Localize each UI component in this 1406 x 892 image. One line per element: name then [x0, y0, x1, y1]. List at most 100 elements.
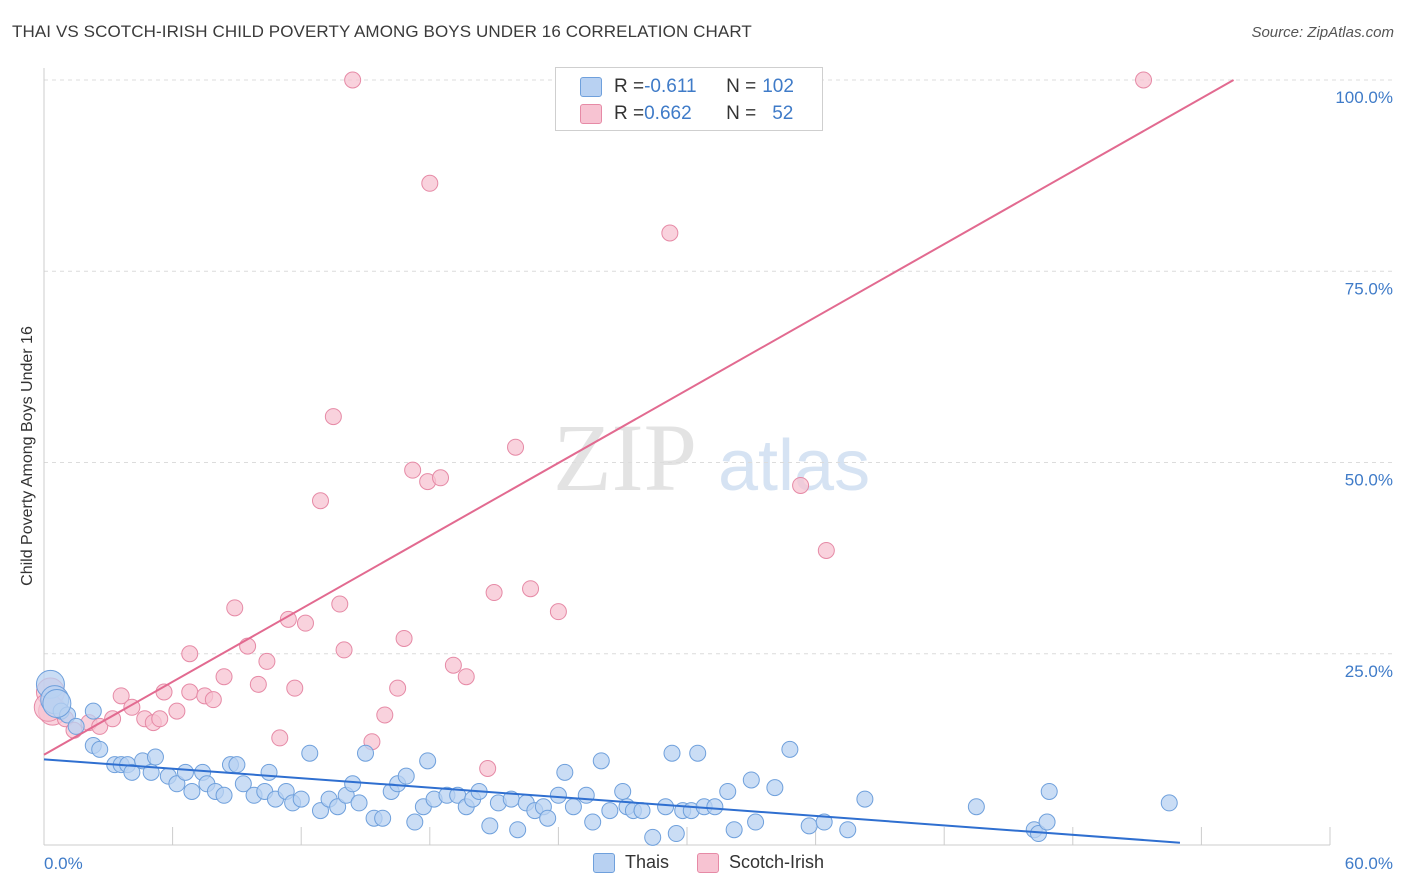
thais-point: [556, 763, 574, 781]
scotch-irish-point: [296, 614, 314, 632]
scotch-irish-point: [1135, 71, 1153, 89]
thais-point: [689, 744, 707, 762]
thais-point: [564, 798, 582, 816]
scotch-irish-point: [522, 580, 540, 598]
thais-point: [419, 752, 437, 770]
thais-point: [350, 794, 368, 812]
scotch-irish-legend-swatch: [697, 852, 720, 873]
thais-point: [663, 744, 681, 762]
thais-point: [856, 790, 874, 808]
y-tick-label: 75.0%: [1345, 279, 1393, 298]
y-tick-label: 25.0%: [1345, 662, 1393, 681]
thais-point: [84, 702, 102, 720]
thais-point: [123, 763, 141, 781]
thais-point: [228, 756, 246, 774]
scotch-irish-swatch: [580, 104, 602, 124]
y-tick-label: 100.0%: [1335, 88, 1393, 107]
thais-point: [42, 688, 72, 718]
thais-point: [357, 744, 374, 762]
scotch-irish-point: [168, 702, 186, 720]
thais-point: [260, 763, 278, 781]
thais-legend-label: Thais: [625, 852, 670, 872]
thais-point: [1040, 782, 1058, 800]
thais-point: [781, 740, 799, 758]
legend-row-scotch-irish: R = 0.662 N = 52: [580, 101, 793, 127]
thais-point: [146, 748, 164, 766]
legend-row-thais: R = -0.611 N = 102: [580, 74, 794, 100]
scotch-irish-point: [395, 629, 413, 647]
scotch-irish-point: [286, 679, 304, 697]
scotch-irish-point: [324, 408, 342, 426]
thais-point: [614, 782, 632, 800]
thais-point: [549, 786, 567, 804]
series-legend: Thais Scotch-Irish: [593, 852, 852, 873]
thais-point: [91, 740, 109, 758]
thais-point: [601, 802, 619, 820]
thais-point: [539, 809, 557, 827]
thais-point: [667, 825, 685, 843]
thais-trend-line: [43, 758, 1181, 844]
scotch-irish-point: [151, 710, 169, 728]
scotch-irish-point: [91, 717, 109, 735]
thais-point: [584, 813, 602, 831]
scotch-irish-trend-line: [43, 79, 1235, 756]
thais-point: [215, 786, 233, 804]
thais-point: [725, 821, 743, 839]
legend-item-scotch-irish: Scotch-Irish: [697, 852, 824, 873]
thais-point: [815, 813, 833, 831]
scotch-irish-point: [271, 729, 289, 747]
source-credit: Source: ZipAtlas.com: [1251, 24, 1394, 41]
scotch-irish-legend-label: Scotch-Irish: [729, 852, 825, 872]
legend-item-thais: Thais: [593, 852, 669, 873]
scotch-irish-point: [215, 668, 233, 686]
thais-point: [1038, 813, 1056, 831]
scotch-irish-point: [792, 476, 810, 494]
scotch-irish-point: [444, 656, 462, 674]
thais-point: [509, 821, 527, 839]
thais-point: [592, 752, 610, 770]
scotch-irish-point: [457, 668, 475, 686]
scotch-irish-point: [661, 224, 679, 242]
r-label: R =: [614, 103, 645, 124]
thais-point: [657, 798, 675, 816]
scotch-irish-point: [335, 641, 353, 659]
thais-point: [839, 821, 857, 839]
thais-point: [1160, 794, 1178, 812]
thais-point: [406, 813, 424, 831]
thais-point: [374, 809, 392, 827]
thais-point: [234, 775, 252, 793]
thais-legend-swatch: [593, 852, 615, 873]
thais-point: [800, 817, 818, 835]
thais-point: [644, 828, 662, 846]
n-label: N =: [726, 103, 757, 124]
thais-point: [706, 798, 724, 816]
scotch-irish-point: [479, 760, 497, 777]
r-label: R =: [614, 76, 645, 97]
thais-point: [633, 802, 651, 820]
x-tick-label: 0.0%: [44, 854, 83, 873]
scotch-irish-point: [507, 438, 525, 456]
thais-r-value: -0.611: [644, 76, 697, 97]
thais-point: [183, 782, 201, 800]
scotch-irish-point: [817, 541, 835, 559]
watermark-zip: ZIP: [553, 404, 697, 511]
x-tick-label: 60.0%: [1345, 854, 1393, 873]
thais-point: [967, 798, 985, 816]
trend-lines: [43, 79, 1235, 844]
thais-point: [719, 782, 737, 800]
scotch-irish-point: [485, 584, 503, 602]
scotch-irish-point: [181, 645, 199, 663]
thais-point: [577, 786, 595, 804]
scotch-irish-point: [344, 71, 362, 89]
y-tick-label: 50.0%: [1345, 471, 1393, 490]
n-label: N =: [726, 76, 757, 97]
thais-point: [311, 802, 329, 820]
thais-point: [176, 763, 194, 781]
thais-point: [397, 767, 415, 785]
correlation-legend: R = -0.611 N = 102 R = 0.662 N = 52: [555, 67, 823, 131]
scotch-irish-r-value: 0.662: [644, 103, 692, 124]
thais-point: [344, 775, 362, 793]
scotch-irish-point: [104, 710, 122, 728]
thais-point: [766, 779, 784, 797]
